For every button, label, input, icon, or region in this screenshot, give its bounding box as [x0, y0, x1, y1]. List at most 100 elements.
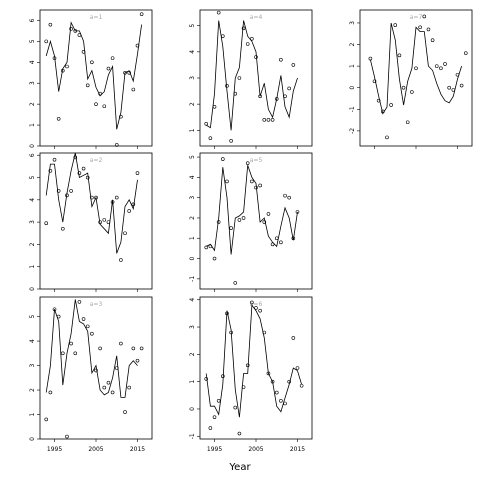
data-point — [266, 212, 271, 216]
data-point — [368, 56, 373, 61]
data-point — [52, 56, 57, 60]
data-point — [204, 121, 209, 126]
data-point — [225, 311, 229, 316]
data-point — [372, 79, 377, 84]
data-point — [102, 385, 107, 390]
data-point — [44, 221, 49, 226]
y-tick-label: 1 — [29, 265, 36, 269]
data-point — [119, 114, 123, 119]
data-point — [443, 62, 447, 66]
panel-6: -1 0 1 2 3 4 1995 2005 2015 a=6 — [189, 296, 313, 453]
y-tick-label: 1 — [189, 380, 196, 384]
y-tick-label: 6 — [29, 18, 36, 22]
y-tick-label: 3 — [29, 220, 36, 224]
y-tick-label: 5 — [29, 175, 36, 179]
y-tick-label: 0 — [189, 407, 196, 411]
data-point — [119, 341, 123, 346]
data-point — [405, 120, 410, 125]
panel-2: 0 1 2 3 4 5 6 a=2 — [29, 152, 153, 292]
data-point — [237, 76, 242, 80]
data-point — [397, 53, 402, 58]
data-point — [250, 36, 254, 41]
data-point — [258, 94, 262, 99]
y-tick-label: 4 — [29, 60, 36, 64]
y-tick-label: 1 — [29, 412, 36, 416]
data-point — [135, 171, 140, 175]
data-point — [77, 171, 82, 175]
data-point — [245, 42, 250, 46]
data-point — [131, 202, 136, 207]
data-point — [114, 366, 119, 370]
y-tick-label: 0 — [29, 287, 36, 291]
data-point — [61, 68, 65, 73]
y-tick-label: 2 — [189, 352, 196, 356]
data-point — [237, 218, 242, 222]
data-point — [65, 64, 69, 69]
data-point — [418, 25, 422, 30]
data-point — [274, 97, 279, 101]
data-point — [287, 379, 291, 384]
data-point — [110, 390, 115, 395]
data-point — [266, 118, 271, 122]
data-point — [65, 193, 69, 198]
data-point — [52, 307, 57, 312]
y-tick-label: 3 — [349, 21, 356, 25]
y-tick-label: -1 — [189, 433, 196, 439]
data-point — [229, 330, 233, 335]
y-tick-label: 1 — [189, 128, 196, 132]
data-point — [56, 117, 61, 121]
data-point — [283, 193, 287, 198]
data-point — [131, 87, 136, 92]
data-point — [434, 64, 439, 68]
data-point — [225, 179, 229, 184]
data-point — [73, 351, 78, 356]
data-point — [123, 231, 127, 236]
data-point — [237, 431, 242, 436]
data-point — [73, 155, 78, 160]
panel-4: 1 2 3 4 5 a=4 — [189, 9, 313, 149]
x-tick-label: 2015 — [130, 446, 145, 453]
data-point — [245, 363, 250, 368]
data-point — [106, 380, 111, 385]
y-tick-label: 2 — [189, 216, 196, 220]
data-point — [127, 70, 131, 75]
data-point — [447, 85, 451, 90]
data-point — [270, 242, 275, 247]
data-point — [287, 86, 291, 91]
data-point — [135, 43, 140, 48]
data-point — [48, 169, 53, 173]
data-point — [279, 240, 283, 245]
panel-frame — [199, 152, 313, 290]
data-point — [241, 385, 246, 389]
y-tick-label: 3 — [189, 325, 196, 329]
data-point — [114, 195, 119, 200]
series-line — [370, 22, 462, 115]
data-point — [44, 417, 49, 422]
data-point — [241, 216, 246, 220]
x-tick-label: 1995 — [207, 446, 222, 453]
data-point — [225, 84, 229, 88]
data-point — [73, 29, 78, 33]
panel-7: -2 -1 0 1 2 3 a=7 — [349, 9, 473, 149]
panel-frame — [39, 152, 153, 290]
data-point — [291, 336, 296, 340]
panel-5: -1 0 1 2 3 4 5 a=5 — [189, 152, 313, 292]
y-tick-label: -1 — [189, 276, 196, 282]
panel-label: a=4 — [250, 14, 263, 21]
data-point — [401, 85, 406, 90]
data-point — [135, 358, 140, 363]
data-point — [208, 426, 213, 430]
data-point — [204, 377, 209, 381]
data-point — [221, 34, 225, 38]
panel-label: a=2 — [90, 157, 103, 164]
y-tick-label: 3 — [189, 76, 196, 80]
y-tick-label: 3 — [189, 196, 196, 200]
data-point — [455, 72, 460, 77]
data-point — [279, 398, 283, 403]
y-tick-label: 4 — [29, 198, 36, 202]
data-point — [410, 90, 414, 94]
y-tick-label: 0 — [189, 256, 196, 260]
y-tick-label: 4 — [29, 339, 36, 343]
data-point — [459, 83, 464, 88]
